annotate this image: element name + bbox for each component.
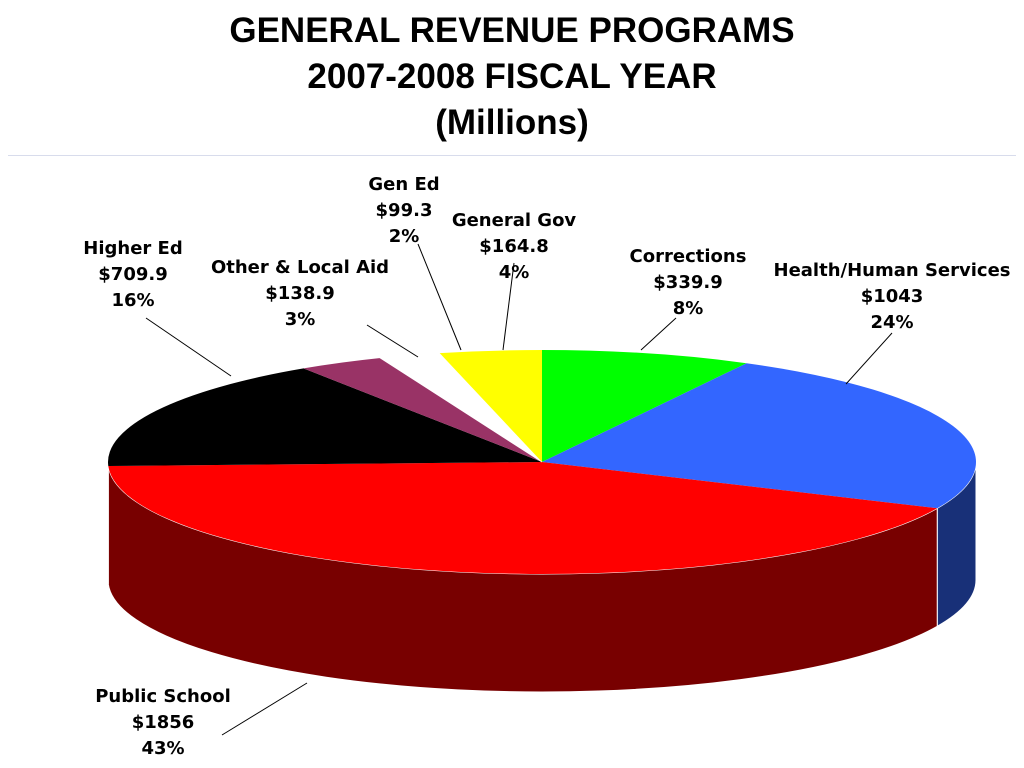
- leader-line-higher-ed: [145, 317, 232, 377]
- leader-line-gen-ed: [417, 243, 462, 351]
- label-name-public-school: Public School: [95, 686, 231, 707]
- label-name-general-gov: General Gov: [452, 210, 577, 231]
- label-percent-health-human-services: 24%: [870, 312, 913, 333]
- label-percent-general-gov: 4%: [499, 262, 530, 283]
- title-divider: [8, 155, 1016, 156]
- leader-line-general-gov: [502, 262, 515, 351]
- slice-gen-ed: [379, 352, 543, 463]
- pie-slices: [108, 350, 976, 575]
- label-value-general-gov: $164.8: [479, 236, 548, 257]
- label-value-health-human-services: $1043: [861, 286, 924, 307]
- title-line-1: GENERAL REVENUE PROGRAMS: [229, 11, 795, 50]
- slice-general-gov: [439, 350, 542, 462]
- title-line-2: 2007-2008 FISCAL YEAR: [307, 57, 717, 96]
- label-percent-higher-ed: 16%: [111, 290, 154, 311]
- label-value-other-local-aid: $138.9: [265, 283, 334, 304]
- slice-public-school: [108, 462, 938, 575]
- chart-title: GENERAL REVENUE PROGRAMS 2007-2008 FISCA…: [0, 8, 1024, 146]
- leader-lines: [145, 243, 893, 736]
- title-line-3: (Millions): [435, 103, 589, 142]
- slice-corrections: [542, 350, 747, 462]
- label-value-corrections: $339.9: [653, 272, 722, 293]
- label-percent-other-local-aid: 3%: [285, 309, 316, 330]
- label-name-higher-ed: Higher Ed: [83, 238, 182, 259]
- label-name-health-human-services: Health/Human Services: [774, 260, 1011, 281]
- leader-line-corrections: [640, 317, 677, 351]
- slice-labels: Corrections $339.9 8% Health/Human Services…: [83, 174, 1010, 759]
- label-value-higher-ed: $709.9: [98, 264, 167, 285]
- leader-line-health-human-services: [845, 332, 893, 385]
- label-name-corrections: Corrections: [630, 246, 747, 267]
- leader-line-other-local-aid: [366, 324, 419, 358]
- slice-higher-ed: [108, 368, 542, 467]
- label-value-public-school: $1856: [132, 712, 195, 733]
- leader-line-public-school: [221, 682, 308, 736]
- label-value-gen-ed: $99.3: [376, 200, 433, 221]
- label-name-gen-ed: Gen Ed: [368, 174, 439, 195]
- label-percent-corrections: 8%: [673, 298, 704, 319]
- slice-health-human-services: [542, 363, 976, 509]
- label-name-other-local-aid: Other & Local Aid: [211, 257, 389, 278]
- label-percent-gen-ed: 2%: [389, 226, 420, 247]
- label-percent-public-school: 43%: [141, 738, 184, 759]
- slice-other-local-aid: [303, 358, 542, 462]
